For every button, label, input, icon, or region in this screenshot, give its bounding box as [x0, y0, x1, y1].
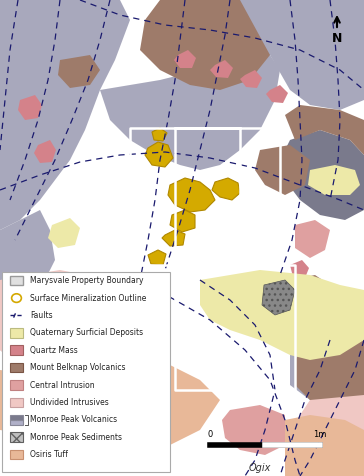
Polygon shape: [162, 230, 185, 246]
Bar: [10, 346, 23, 355]
Text: Quaternary Surficial Deposits: Quaternary Surficial Deposits: [30, 328, 143, 337]
Polygon shape: [290, 260, 309, 278]
Text: Surface Mineralization Outline: Surface Mineralization Outline: [30, 294, 146, 303]
Polygon shape: [240, 70, 262, 88]
Bar: [10, 328, 23, 337]
Bar: [10, 432, 23, 442]
Text: Monroe Peak Volcanics: Monroe Peak Volcanics: [30, 416, 117, 424]
Polygon shape: [152, 128, 167, 141]
Polygon shape: [262, 280, 295, 315]
Bar: [10, 363, 23, 372]
Polygon shape: [168, 178, 215, 212]
Polygon shape: [295, 220, 330, 258]
Text: Osiris Tuff: Osiris Tuff: [30, 450, 68, 459]
Polygon shape: [170, 210, 195, 232]
Text: Mount Belknap Volcanics: Mount Belknap Volcanics: [30, 363, 126, 372]
Polygon shape: [100, 55, 280, 170]
Polygon shape: [210, 60, 233, 78]
Polygon shape: [255, 145, 310, 195]
Polygon shape: [308, 165, 360, 195]
Bar: [10, 415, 23, 420]
Polygon shape: [280, 130, 364, 220]
Bar: [10, 276, 23, 286]
Polygon shape: [0, 360, 220, 450]
Text: Faults: Faults: [30, 311, 53, 320]
Text: Marysvale Property Boundary: Marysvale Property Boundary: [30, 276, 143, 285]
Polygon shape: [18, 95, 42, 120]
Polygon shape: [222, 405, 285, 455]
Bar: [10, 420, 23, 425]
Polygon shape: [0, 270, 105, 380]
Bar: [10, 397, 23, 407]
Polygon shape: [290, 340, 364, 405]
Text: 1m: 1m: [313, 430, 327, 439]
Polygon shape: [48, 218, 80, 248]
Polygon shape: [295, 330, 364, 405]
Polygon shape: [140, 0, 270, 90]
Polygon shape: [285, 415, 364, 476]
Polygon shape: [174, 50, 196, 68]
Text: N: N: [332, 32, 342, 45]
Text: Central Intrusion: Central Intrusion: [30, 380, 95, 389]
Bar: [10, 450, 23, 459]
Polygon shape: [0, 210, 55, 290]
Polygon shape: [34, 140, 56, 163]
Text: Quartz Mass: Quartz Mass: [30, 346, 78, 355]
Bar: [2, 272, 170, 472]
Polygon shape: [266, 85, 288, 103]
Polygon shape: [290, 275, 330, 310]
Polygon shape: [58, 55, 100, 88]
Polygon shape: [0, 295, 90, 370]
Bar: [10, 380, 23, 390]
Polygon shape: [285, 395, 364, 476]
Polygon shape: [285, 105, 364, 155]
Polygon shape: [212, 178, 240, 200]
Polygon shape: [0, 0, 130, 230]
Polygon shape: [200, 270, 364, 360]
Text: Ogix: Ogix: [249, 463, 271, 473]
Text: Undivided Intrusives: Undivided Intrusives: [30, 398, 109, 407]
Polygon shape: [148, 250, 166, 265]
Polygon shape: [240, 0, 364, 110]
Polygon shape: [145, 142, 173, 167]
Text: 0: 0: [207, 430, 213, 439]
Text: Monroe Peak Sediments: Monroe Peak Sediments: [30, 433, 122, 442]
